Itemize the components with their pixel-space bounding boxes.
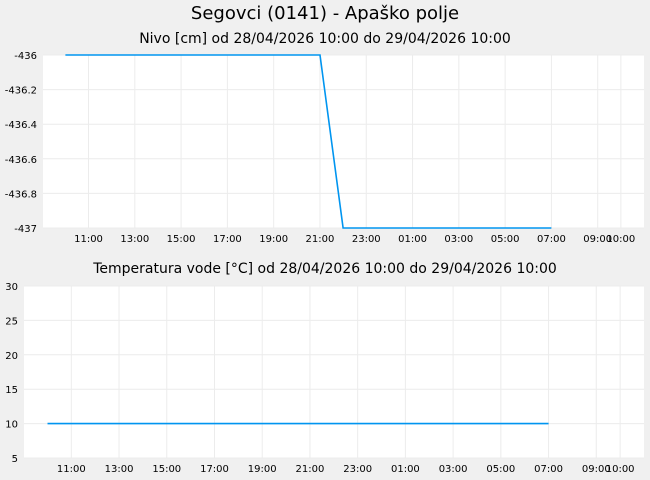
y-tick-label: 15: [5, 385, 18, 396]
x-tick-label: 05:00: [486, 464, 515, 475]
y-tick-label: 10: [5, 420, 18, 431]
x-tick-label: 13:00: [105, 464, 134, 475]
x-tick-label: 09:00: [582, 464, 611, 475]
x-tick-label: 03:00: [439, 464, 468, 475]
temperature-chart-title: Temperatura vode [°C] od 28/04/2026 10:0…: [93, 261, 557, 277]
y-tick-label: 25: [5, 316, 18, 327]
x-tick-label: 21:00: [306, 234, 335, 245]
series-line: [65, 54, 552, 229]
x-tick-label: 10:00: [606, 464, 635, 475]
y-tick-label: 5: [12, 454, 18, 465]
level-chart: 11:00 13:00 15:00 17:00 19:00 21:00 23:00 01:00…: [5, 51, 644, 245]
x-tick-label: 15:00: [167, 234, 196, 245]
x-tick-label: 05:00: [491, 234, 520, 245]
level-chart-title: Nivo [cm] od 28/04/2026 10:00 do 29/04/2…: [139, 31, 511, 47]
x-tick-label: 10:00: [606, 234, 635, 245]
y-tick-label: 20: [5, 351, 18, 362]
temperature-chart: 11:00 13:00 15:00 17:00 19:00 21:00 23:00 01:00…: [5, 282, 644, 475]
y-tick-label: -436.8: [5, 189, 37, 200]
x-tick-label: 19:00: [259, 234, 288, 245]
x-tick-label: 11:00: [57, 464, 86, 475]
y-tick-label: -437: [14, 224, 37, 235]
x-tick-label: 03:00: [444, 234, 473, 245]
y-tick-label: -436: [14, 51, 37, 62]
x-tick-label: 17:00: [213, 234, 242, 245]
y-tick-label: -436.4: [5, 120, 37, 131]
x-tick-label: 07:00: [537, 234, 566, 245]
x-tick-label: 19:00: [248, 464, 277, 475]
x-tick-label: 23:00: [343, 464, 372, 475]
x-tick-label: 21:00: [296, 464, 325, 475]
x-tick-label: 13:00: [120, 234, 149, 245]
y-tick-label: 30: [5, 282, 18, 293]
y-tick-label: -436.2: [5, 86, 37, 97]
page-title: Segovci (0141) - Apaško polje: [190, 3, 460, 24]
x-tick-label: 09:00: [583, 234, 612, 245]
x-tick-label: 11:00: [74, 234, 103, 245]
y-tick-label: -436.6: [5, 155, 37, 166]
x-tick-label: 01:00: [398, 234, 427, 245]
plot-area: [43, 55, 644, 228]
x-tick-label: 07:00: [534, 464, 563, 475]
plot-area: [24, 286, 644, 458]
x-tick-label: 01:00: [391, 464, 420, 475]
x-tick-label: 23:00: [352, 234, 381, 245]
x-tick-label: 17:00: [200, 464, 229, 475]
x-tick-label: 15:00: [152, 464, 181, 475]
